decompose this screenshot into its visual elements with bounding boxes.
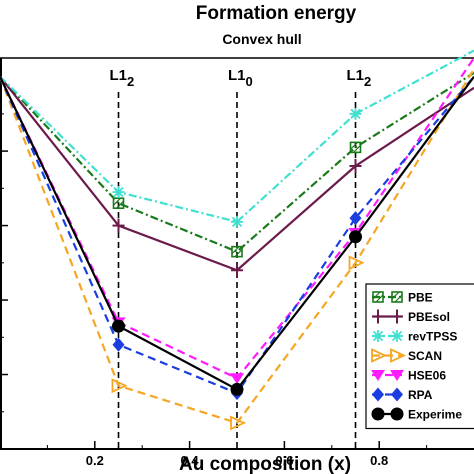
series-line-pbe [0, 71, 474, 253]
legend-marker-revtpss-a [372, 330, 384, 342]
x-tick-label-4: 0.8 [370, 453, 388, 468]
point-revtpss-2 [231, 215, 243, 228]
point-hse06-2 [230, 373, 244, 385]
phase-label-2: L10 [228, 67, 253, 89]
point-scan-3 [348, 255, 365, 271]
point-scan-1 [111, 378, 128, 394]
point-rpa-3 [349, 211, 362, 226]
legend-marker-rpa-b [391, 387, 403, 402]
series-line-revtpss [0, 49, 474, 223]
point-experime-1 [112, 319, 125, 333]
point-experime-3 [349, 230, 362, 244]
point-pbe-2 [231, 245, 243, 258]
legend-label-hse06: HSE06 [408, 369, 446, 383]
x-tick-label-3: 0.6 [275, 453, 293, 468]
x-tick-label-1: 0.2 [86, 453, 104, 468]
point-pbe-1 [112, 197, 125, 210]
chart-title: Formation energy [196, 3, 357, 24]
legend-marker-rpa-a [372, 387, 384, 402]
point-pbesol-1 [112, 218, 125, 233]
point-pbesol-2 [231, 263, 243, 278]
phase-label-3: L12 [347, 67, 372, 89]
legend-marker-pbesol-a [372, 309, 384, 324]
point-scan-2 [230, 415, 247, 431]
phase-label-1: L12 [110, 67, 135, 89]
point-pbesol-3 [349, 158, 362, 173]
legend-marker-pbesol-b [391, 309, 403, 324]
legend-marker-experime-b [390, 407, 404, 421]
x-axis-label: Au composition (x) [179, 454, 351, 474]
legend-marker-scan-a [371, 348, 388, 363]
chart-subtitle: Convex hull [222, 31, 301, 47]
legend-marker-hse06-b [390, 370, 404, 381]
point-experime-2 [230, 382, 244, 396]
legend-marker-experime-a [371, 407, 385, 421]
point-pbe-3 [349, 141, 362, 154]
x-tick-label-2: 0.4 [181, 453, 200, 468]
series-line-scan [0, 68, 474, 425]
legend: PBE PBEsol revTPSS SCAN HSE06 RPA Experime [365, 283, 474, 430]
legend-label-scan: SCAN [408, 349, 442, 363]
legend-label-pbe: PBE [408, 291, 433, 305]
point-revtpss-3 [349, 107, 362, 120]
point-rpa-1 [112, 337, 125, 352]
legend-label-experime: Experime [408, 408, 462, 422]
legend-marker-scan-b [390, 348, 407, 363]
legend-label-revtpss: revTPSS [408, 330, 457, 344]
point-revtpss-1 [112, 186, 125, 199]
legend-marker-pbe-b [391, 291, 403, 303]
legend-marker-revtpss-b [391, 330, 403, 342]
legend-marker-hse06-a [371, 370, 385, 381]
legend-label-rpa: RPA [408, 388, 433, 402]
legend-label-pbesol: PBEsol [408, 310, 450, 324]
legend-marker-pbe-a [372, 291, 384, 303]
